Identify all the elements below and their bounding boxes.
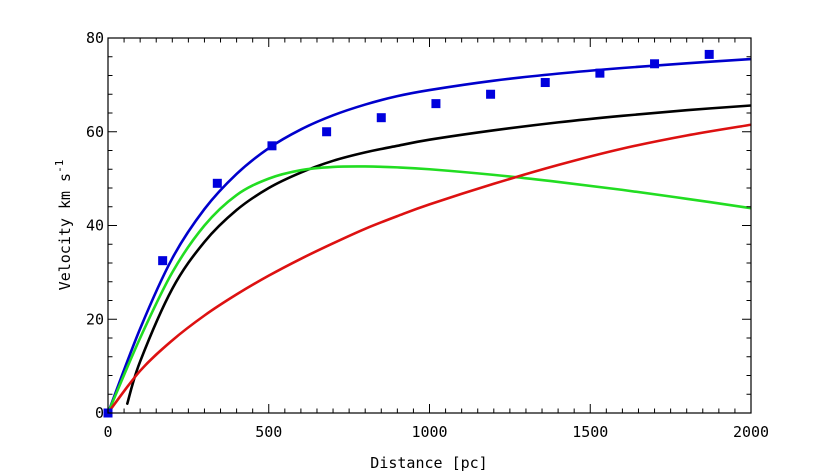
- data-point-6: [376, 113, 386, 123]
- data-point-7: [431, 99, 441, 109]
- x-tick-label: 1500: [572, 423, 608, 441]
- y-tick-label: 40: [86, 217, 104, 235]
- x-tick-label: 0: [103, 423, 112, 441]
- data-point-3: [212, 178, 222, 188]
- data-point-4: [267, 141, 277, 151]
- x-axis-label: Distance [pc]: [370, 454, 487, 472]
- y-axis-label: Velocity km s-1: [53, 160, 74, 291]
- data-point-12: [704, 49, 714, 59]
- data-point-9: [540, 78, 550, 88]
- data-point-2: [158, 256, 168, 266]
- series-line-3: [108, 165, 751, 413]
- y-tick-label: 60: [86, 123, 104, 141]
- y-axis-label-superscript: -1: [53, 160, 66, 173]
- data-point-10: [595, 68, 605, 78]
- x-tick-label: 2000: [733, 423, 769, 441]
- series-line-4: [108, 123, 751, 413]
- y-tick-label: 20: [86, 310, 104, 328]
- data-point-8: [486, 89, 496, 99]
- series-line-2: [125, 104, 751, 405]
- data-point-11: [650, 59, 660, 69]
- y-tick-label: 80: [86, 29, 104, 47]
- data-point-5: [322, 127, 332, 137]
- x-tick-label: 1000: [411, 423, 447, 441]
- x-tick-label: 500: [255, 423, 282, 441]
- y-tick-label: 0: [95, 404, 104, 422]
